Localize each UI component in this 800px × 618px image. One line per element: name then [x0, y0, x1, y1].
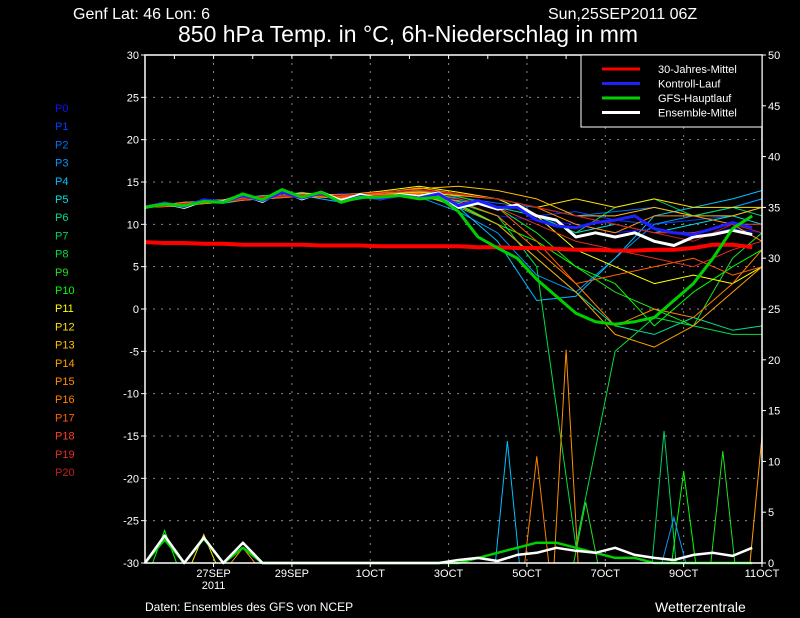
precip-line-ensemble-mittel [143, 534, 753, 565]
member-precip-peak [152, 529, 178, 564]
main-lines [143, 188, 754, 565]
x-tick-label: 11OCT [745, 568, 780, 580]
member-legend-label: P18 [55, 431, 75, 443]
y-right-tick-label: 50 [768, 50, 780, 62]
x-tick-label: 7OCT [591, 568, 621, 580]
footer-source: Daten: Ensembles des GFS von NCEP [145, 600, 353, 614]
member-precip-peak [710, 451, 736, 564]
y-right-tick-label: 20 [768, 355, 780, 367]
member-legend-label: P1 [55, 121, 68, 133]
y-left-tick-label: -25 [123, 516, 139, 528]
member-legend-label: P8 [55, 249, 68, 261]
member-legend-label: P6 [55, 212, 68, 224]
legend-label: Kontroll-Lauf [658, 79, 721, 91]
y-left-tick-label: -15 [123, 431, 139, 443]
y-right-tick-label: 15 [768, 406, 780, 418]
x-tick-label: 9OCT [669, 568, 699, 580]
y-left-tick-label: 20 [127, 135, 139, 147]
axes: -30 -25 -20 -15 -10 -5 0 5 10 15 20 25 30 0 5 10 15 20 25 3… [123, 50, 780, 592]
footer-brand: Wetterzentrale [655, 599, 746, 615]
y-left-tick-label: 5 [133, 262, 139, 274]
legend-label: GFS-Hauptlauf [658, 93, 732, 105]
x-tick-label: 5OCT [512, 568, 542, 580]
member-legend-label: P15 [55, 376, 75, 388]
member-legend-label: P5 [55, 194, 68, 206]
member-legend-label: P14 [55, 358, 75, 370]
x-tick-sublabel: 2011 [202, 580, 226, 592]
header-location: Genf Lat: 46 Lon: 6 [73, 6, 210, 23]
y-right-tick-label: 35 [768, 202, 780, 214]
legend: 30-Jahres-Mittel Kontroll-Lauf GFS-Hauptla… [580, 54, 763, 128]
y-right-tick-label: 40 [768, 152, 780, 164]
y-right-tick-label: 25 [768, 304, 780, 316]
member-precip-peak [494, 441, 520, 564]
chart-title: 850 hPa Temp. in °C, 6h-Niederschlag in … [178, 21, 638, 47]
member-precip-peak [553, 349, 579, 564]
y-left-tick-label: -30 [123, 558, 139, 570]
member-legend-label: P19 [55, 449, 75, 461]
member-legend-label: P10 [55, 285, 75, 297]
member-precip-peak [661, 515, 687, 564]
member-precip-peak [524, 456, 550, 564]
y-left-tick-label: 25 [127, 92, 139, 104]
temp-line-gfs-hauptlauf [144, 188, 754, 326]
y-left-tick-label: 30 [127, 50, 139, 62]
x-tick-label: 29SEP [275, 568, 309, 580]
y-right-tick-label: 10 [768, 456, 780, 468]
y-left-tick-label: -5 [129, 346, 139, 358]
member-legend-label: P20 [55, 467, 75, 479]
y-right-tick-label: 0 [768, 558, 774, 570]
member-precip-peak [191, 533, 217, 564]
legend-label: 30-Jahres-Mittel [658, 64, 737, 76]
member-legend-label: P13 [55, 340, 75, 352]
y-right-tick-label: 45 [768, 101, 780, 113]
temp-line-30-jahres-mittel [144, 240, 753, 253]
legend-label: Ensemble-Mittel [658, 108, 737, 120]
y-left-tick-label: 15 [127, 177, 139, 189]
member-legend-label: P17 [55, 412, 75, 424]
member-legend-label: P9 [55, 267, 68, 279]
member-precip-peak [651, 430, 677, 564]
member-legend-label: P12 [55, 321, 75, 333]
member-legend: P0 P1 P2 P3 P4 P5 P6 P7 P8 P9 P10 P11 P12 P13 P14 P15 P1… [55, 103, 75, 479]
y-left-tick-label: -10 [123, 389, 139, 401]
x-tick-label: 1OCT [356, 568, 386, 580]
member-legend-label: P4 [55, 176, 68, 188]
y-right-tick-label: 30 [768, 253, 780, 265]
x-tick-label: 3OCT [434, 568, 464, 580]
member-legend-label: P2 [55, 139, 68, 151]
member-precip-peak [573, 501, 599, 564]
member-legend-label: P0 [55, 103, 68, 115]
y-right-tick-label: 5 [768, 507, 774, 519]
y-left-tick-label: 10 [127, 219, 139, 231]
member-precip-peak [671, 471, 697, 564]
y-left-tick-label: 0 [133, 304, 139, 316]
member-legend-label: P16 [55, 394, 75, 406]
legend-box [580, 54, 763, 128]
member-legend-label: P7 [55, 230, 68, 242]
y-left-tick-label: -20 [123, 473, 139, 485]
member-legend-label: P3 [55, 158, 68, 170]
member-legend-label: P11 [55, 303, 74, 315]
header-run-time: Sun,25SEP2011 06Z [548, 6, 697, 23]
x-tick-label: 27SEP [196, 568, 230, 580]
